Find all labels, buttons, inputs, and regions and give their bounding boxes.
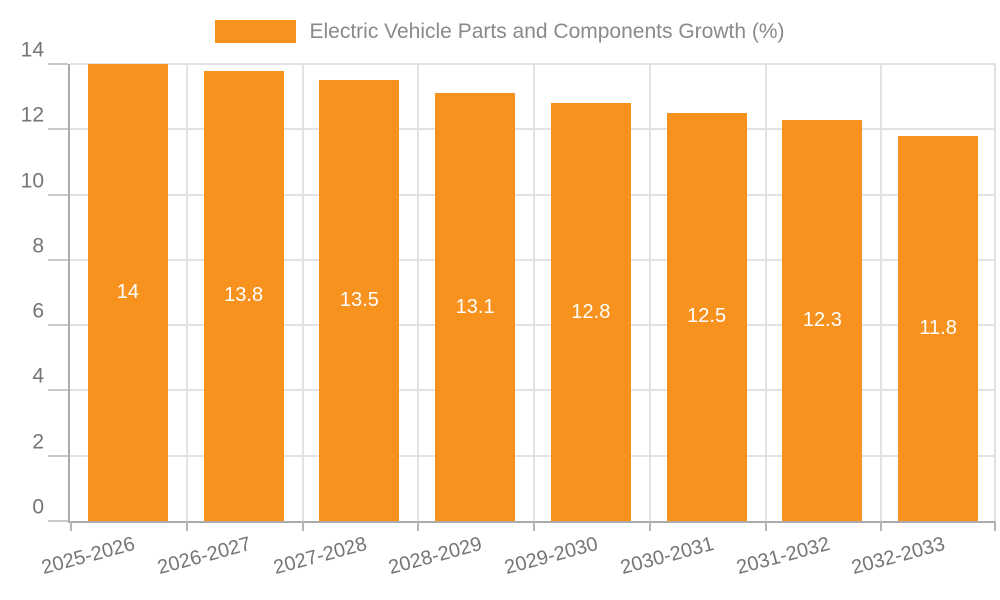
plot-area: 0 2 4 6 8 10 12 14 14 2025-2026 13.8 2026-2027 13.5 2… [21,39,996,579]
bar: 12.8 [550,103,631,521]
bar-value-label: 12.5 [687,305,727,328]
bar-value-label: 13.8 [224,284,264,307]
x-gridline [185,64,188,521]
x-tick-mark [301,521,304,531]
y-tick-label: 14 [20,38,44,62]
x-tick-mark [185,521,188,531]
x-category-label: 2025-2026 [39,533,138,580]
x-gridline [994,64,996,521]
x-category-label: 2028-2029 [386,533,485,580]
x-gridline [880,64,883,521]
x-tick-mark [880,521,883,531]
y-tick-label: 8 [32,234,44,258]
x-gridline [301,64,304,521]
x-category-label: 2027-2028 [270,533,370,580]
x-tick-mark [70,521,72,531]
y-tick-mark [48,128,68,131]
y-tick-label: 12 [20,103,44,127]
bar: 13.8 [203,70,284,521]
bar: 11.8 [898,135,979,521]
y-tick-mark [48,63,68,65]
x-category-label: 2032-2033 [849,533,948,580]
y-tick-mark [48,389,68,392]
bar: 14 [87,64,168,521]
chart-legend[interactable]: Electric Vehicle Parts and Components Gr… [0,20,1000,43]
bar: 12.5 [666,112,747,521]
x-tick-mark [417,521,420,531]
x-category-label: 2029-2030 [502,533,601,580]
x-tick-mark [648,521,651,531]
x-tick-mark [533,521,535,531]
x-category-label: 2030-2031 [618,533,717,580]
bar-value-label: 13.1 [455,295,495,318]
legend-label: Electric Vehicle Parts and Components Gr… [309,20,785,43]
legend-swatch [215,20,297,43]
y-tick-label: 0 [32,495,44,519]
x-tick-mark [994,521,996,531]
x-tick-mark [764,521,767,531]
y-tick-mark [48,454,68,457]
y-tick-mark [48,520,68,522]
x-category-label: 2026-2027 [155,533,254,580]
x-gridline [648,64,651,521]
y-tick-label: 10 [20,169,44,193]
x-category-label: 2031-2032 [733,533,833,580]
y-tick-mark [48,193,68,196]
x-gridline [417,64,420,521]
x-gridline [533,64,535,521]
bar-value-label: 12.3 [802,308,842,331]
bar-value-label: 12.8 [571,300,611,323]
bar: 12.3 [782,119,863,521]
y-tick-mark [48,324,68,327]
y-tick-mark [48,258,68,261]
bar-value-label: 13.5 [339,289,379,312]
y-tick-label: 2 [32,430,44,454]
x-gridline [764,64,767,521]
bar: 13.5 [319,80,400,521]
bar: 13.1 [435,93,516,521]
y-tick-label: 6 [32,299,44,323]
bar-value-label: 11.8 [919,316,957,339]
y-tick-label: 4 [32,364,44,388]
bar-value-label: 14 [116,281,139,303]
